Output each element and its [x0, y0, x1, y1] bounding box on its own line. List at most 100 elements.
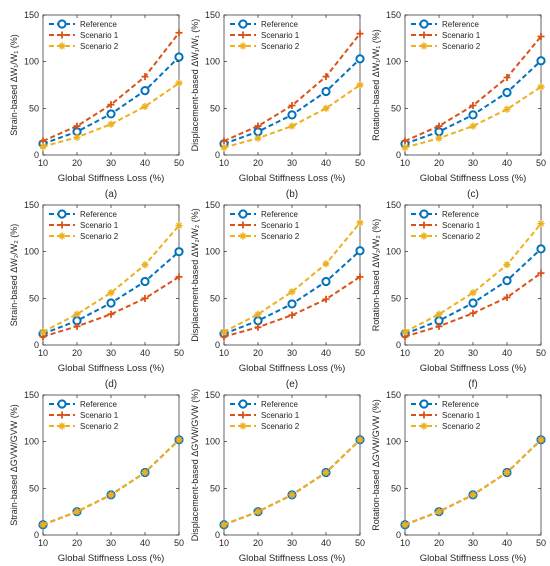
x-tick-label: 10	[38, 158, 48, 168]
data-point	[73, 322, 81, 330]
legend-label: Scenario 1	[442, 31, 481, 40]
y-axis-label: Displacement-based ΔW₁/W₁ (%)	[190, 19, 200, 152]
x-tick-label: 10	[219, 538, 229, 548]
legend-label: Scenario 1	[80, 31, 119, 40]
x-tick-label: 20	[434, 158, 444, 168]
legend-marker	[57, 19, 67, 29]
data-point	[322, 73, 330, 81]
data-point	[469, 102, 477, 110]
y-tick-label: 0	[34, 340, 39, 350]
y-tick-label: 150	[386, 200, 401, 210]
data-point	[220, 521, 228, 529]
data-point	[469, 289, 477, 297]
data-point	[435, 508, 443, 516]
legend-label: Scenario 2	[80, 232, 119, 241]
y-tick-label: 150	[24, 390, 39, 400]
data-point	[107, 289, 115, 297]
data-point	[435, 322, 443, 330]
data-point	[537, 269, 545, 277]
data-point	[356, 273, 364, 281]
data-point	[254, 508, 262, 516]
x-tick-label: 20	[72, 348, 82, 358]
x-tick-label: 20	[253, 158, 263, 168]
x-tick-label: 40	[321, 158, 331, 168]
y-tick-label: 150	[386, 390, 401, 400]
legend-label: Scenario 1	[261, 221, 300, 230]
x-tick-label: 20	[72, 538, 82, 548]
legend-label: Scenario 2	[442, 42, 481, 51]
y-tick-label: 50	[391, 483, 401, 493]
data-point	[39, 328, 47, 336]
data-point	[175, 221, 183, 230]
legend-marker	[420, 221, 428, 229]
x-tick-label: 30	[106, 348, 116, 358]
data-point	[107, 491, 115, 499]
x-tick-label: 30	[468, 348, 478, 358]
chart-panel: 10 20 30 40 50 0 50 100 150 Global Stiffness Loss…	[190, 10, 365, 200]
x-tick-label: 20	[253, 538, 263, 548]
data-point	[254, 323, 262, 331]
x-tick-label: 20	[434, 538, 444, 548]
data-point	[356, 219, 364, 227]
data-point	[537, 436, 545, 444]
series-line	[42, 32, 180, 142]
x-tick-label: 40	[140, 538, 150, 548]
data-point	[469, 122, 477, 130]
legend-marker	[419, 209, 429, 219]
series-line	[223, 84, 361, 149]
data-point	[321, 86, 331, 97]
data-point	[503, 468, 511, 477]
x-tick-label: 20	[434, 348, 444, 358]
legend: Reference Scenario 1 Scenario 2	[411, 19, 481, 51]
y-tick-label: 50	[29, 483, 39, 493]
y-tick-label: 150	[24, 10, 39, 20]
data-point	[220, 137, 228, 145]
data-point	[537, 220, 545, 228]
data-point	[107, 310, 115, 318]
x-axis-label: Global Stiffness Loss (%)	[239, 173, 345, 184]
x-tick-label: 20	[72, 158, 82, 168]
x-axis-label: Global Stiffness Loss (%)	[239, 553, 345, 564]
data-point	[73, 508, 81, 516]
x-tick-label: 50	[174, 348, 184, 358]
data-point	[503, 105, 511, 113]
y-tick-label: 50	[391, 293, 401, 303]
legend-label: Reference	[442, 210, 479, 219]
x-axis-label: Global Stiffness Loss (%)	[420, 553, 526, 564]
legend: Reference Scenario 1 Scenario 2	[411, 399, 481, 431]
legend-label: Reference	[261, 210, 298, 219]
data-point	[536, 56, 546, 66]
chart-panel: 10 20 30 40 50 0 50 100 150 Global Stiffness Loss…	[190, 389, 365, 564]
data-point	[141, 468, 149, 477]
data-point	[73, 310, 81, 318]
legend-label: Scenario 1	[80, 411, 119, 420]
x-tick-label: 50	[536, 158, 546, 168]
legend-label: Scenario 2	[261, 232, 300, 241]
y-tick-label: 0	[34, 150, 39, 160]
data-point	[435, 310, 443, 318]
x-tick-label: 30	[468, 538, 478, 548]
data-point	[107, 101, 115, 109]
legend-marker	[420, 411, 428, 419]
data-point	[254, 134, 262, 142]
data-point	[73, 122, 81, 130]
legend: Reference Scenario 1 Scenario 2	[49, 209, 119, 241]
x-tick-label: 30	[287, 538, 297, 548]
data-point	[503, 261, 511, 269]
x-tick-label: 10	[219, 158, 229, 168]
x-axis-label: Global Stiffness Loss (%)	[58, 363, 164, 374]
data-point	[254, 122, 262, 130]
legend-marker	[239, 42, 247, 50]
legend-label: Reference	[80, 210, 117, 219]
chart-panel: 10 20 30 40 50 0 50 100 150 Global Stiffness Loss…	[371, 200, 546, 390]
chart-panel: 10 20 30 40 50 0 50 100 150 Global Stiffness Loss…	[190, 200, 365, 390]
data-point	[39, 143, 47, 151]
y-tick-label: 0	[396, 530, 401, 540]
y-tick-label: 50	[29, 293, 39, 303]
legend-marker	[419, 19, 429, 29]
legend-marker	[57, 399, 67, 409]
legend-label: Scenario 2	[261, 42, 300, 51]
x-tick-label: 50	[355, 348, 365, 358]
y-axis-label: Rotation-based ΔW₁/W₁ (%)	[371, 29, 381, 141]
